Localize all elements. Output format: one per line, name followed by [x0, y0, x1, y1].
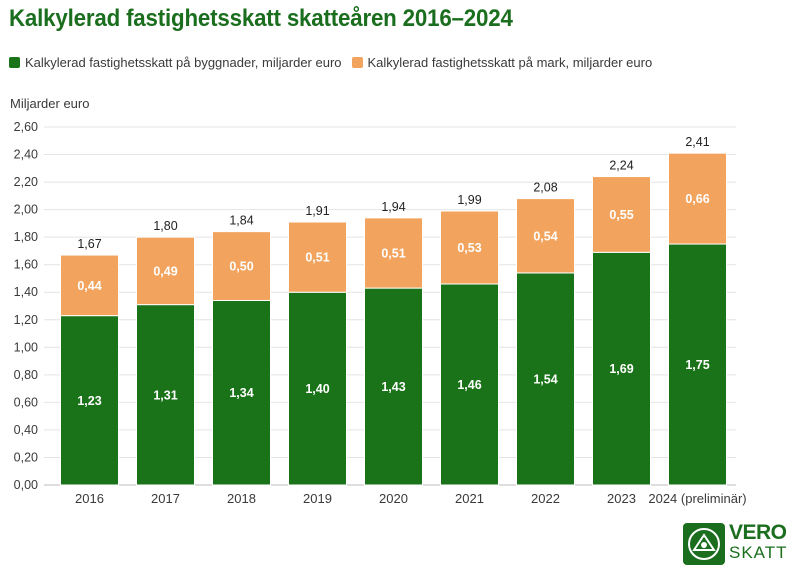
data-label-land: 0,44	[77, 279, 101, 293]
data-label-land: 0,66	[685, 192, 709, 206]
x-tick-label: 2018	[227, 491, 256, 506]
x-tick-label: 2024 (preliminär)	[648, 491, 746, 506]
x-tick-label: 2020	[379, 491, 408, 506]
x-tick-label: 2019	[303, 491, 332, 506]
bar-segment-land	[364, 217, 423, 289]
legend-item-land: Kalkylerad fastighetsskatt på mark, milj…	[351, 55, 653, 70]
y-tick-label: 0,40	[14, 423, 38, 437]
data-label-land: 0,54	[533, 229, 557, 243]
x-tick-label: 2017	[151, 491, 180, 506]
bar-segment-buildings	[668, 243, 727, 486]
total-label: 2,41	[685, 135, 709, 149]
x-tick-label: 2022	[531, 491, 560, 506]
x-tick-label: 2016	[75, 491, 104, 506]
total-label: 1,94	[381, 200, 405, 214]
total-label: 1,84	[229, 214, 253, 228]
y-tick-label: 2,00	[14, 203, 38, 217]
total-label: 1,67	[77, 237, 101, 251]
vero-emblem-icon	[683, 523, 725, 565]
total-label: 1,91	[305, 204, 329, 218]
bar-segment-land	[288, 221, 347, 293]
data-label-buildings: 1,31	[153, 388, 177, 402]
legend-swatch-land	[351, 57, 363, 68]
data-label-buildings: 1,69	[609, 362, 633, 376]
data-label-buildings: 1,43	[381, 380, 405, 394]
x-tick-label: 2023	[607, 491, 636, 506]
legend-label-buildings: Kalkylerad fastighetsskatt på byggnader,…	[25, 55, 342, 70]
bar-segment-land	[212, 231, 271, 301]
x-tick-label: 2021	[455, 491, 484, 506]
data-label-land: 0,51	[305, 251, 329, 265]
data-label-land: 0,55	[609, 208, 633, 222]
total-label: 2,24	[609, 159, 633, 173]
y-tick-label: 1,80	[14, 230, 38, 244]
data-label-buildings: 1,46	[457, 378, 481, 392]
logo-line-vero: VERO	[729, 521, 787, 544]
y-tick-label: 0,00	[14, 478, 38, 492]
data-label-buildings: 1,40	[305, 382, 329, 396]
logo-line-skatt: SKATT	[729, 543, 788, 562]
data-label-buildings: 1,23	[77, 394, 101, 408]
bar-segment-buildings	[592, 251, 651, 486]
vero-wordmark: VERO SKATT	[729, 521, 788, 562]
data-label-land: 0,49	[153, 264, 177, 278]
y-tick-label: 2,60	[14, 120, 38, 134]
total-label: 1,80	[153, 219, 177, 233]
bar-segment-buildings	[212, 299, 271, 486]
vero-logo: VERO SKATT	[683, 522, 791, 566]
bar-segment-buildings	[288, 291, 347, 486]
y-tick-label: 1,40	[14, 285, 38, 299]
bars: 1,23 0,44 1,67 1,31 0,49 1,80 1,34 0,50 1,84 1,40…	[60, 135, 727, 486]
bar-segment-buildings	[364, 287, 423, 486]
bar-segment-land	[516, 198, 575, 274]
x-tick-labels: 2016 2017 2018 2019 2020 2021 2022 2023 2024 (pr…	[75, 491, 747, 506]
chart-title: Kalkylerad fastighetsskatt skatteåren 20…	[9, 5, 513, 32]
y-tick-label: 0,60	[14, 395, 38, 409]
y-tick-label: 1,60	[14, 258, 38, 272]
y-tick-label: 1,00	[14, 340, 38, 354]
y-tick-label: 2,20	[14, 175, 38, 189]
bar-segment-land	[592, 176, 651, 253]
data-label-buildings: 1,54	[533, 372, 557, 386]
bar-segment-land	[60, 254, 119, 317]
total-label: 1,99	[457, 193, 481, 207]
data-label-land: 0,50	[229, 260, 253, 274]
bar-segment-land	[136, 236, 195, 306]
legend: Kalkylerad fastighetsskatt på byggnader,…	[9, 55, 662, 70]
bar-segment-buildings	[60, 315, 119, 486]
legend-label-land: Kalkylerad fastighetsskatt på mark, milj…	[367, 55, 653, 70]
total-label: 2,08	[533, 181, 557, 195]
data-label-land: 0,51	[381, 246, 405, 260]
y-tick-label: 0,20	[14, 450, 38, 464]
y-axis-label: Miljarder euro	[10, 96, 89, 111]
legend-swatch-buildings	[9, 57, 20, 68]
bar-segment-land	[668, 152, 727, 245]
y-tick-label: 1,20	[14, 313, 38, 327]
data-label-buildings: 1,34	[229, 386, 253, 400]
y-tick-label: 2,40	[14, 148, 38, 162]
bar-segment-land	[440, 210, 499, 285]
y-tick-label: 0,80	[14, 368, 38, 382]
data-label-buildings: 1,75	[685, 358, 709, 372]
y-tick-labels: 0,00 0,20 0,40 0,60 0,80 1,00 1,20 1,40 1,60 1,80…	[14, 120, 38, 492]
legend-item-buildings: Kalkylerad fastighetsskatt på byggnader,…	[9, 55, 342, 70]
data-label-land: 0,53	[457, 241, 481, 255]
